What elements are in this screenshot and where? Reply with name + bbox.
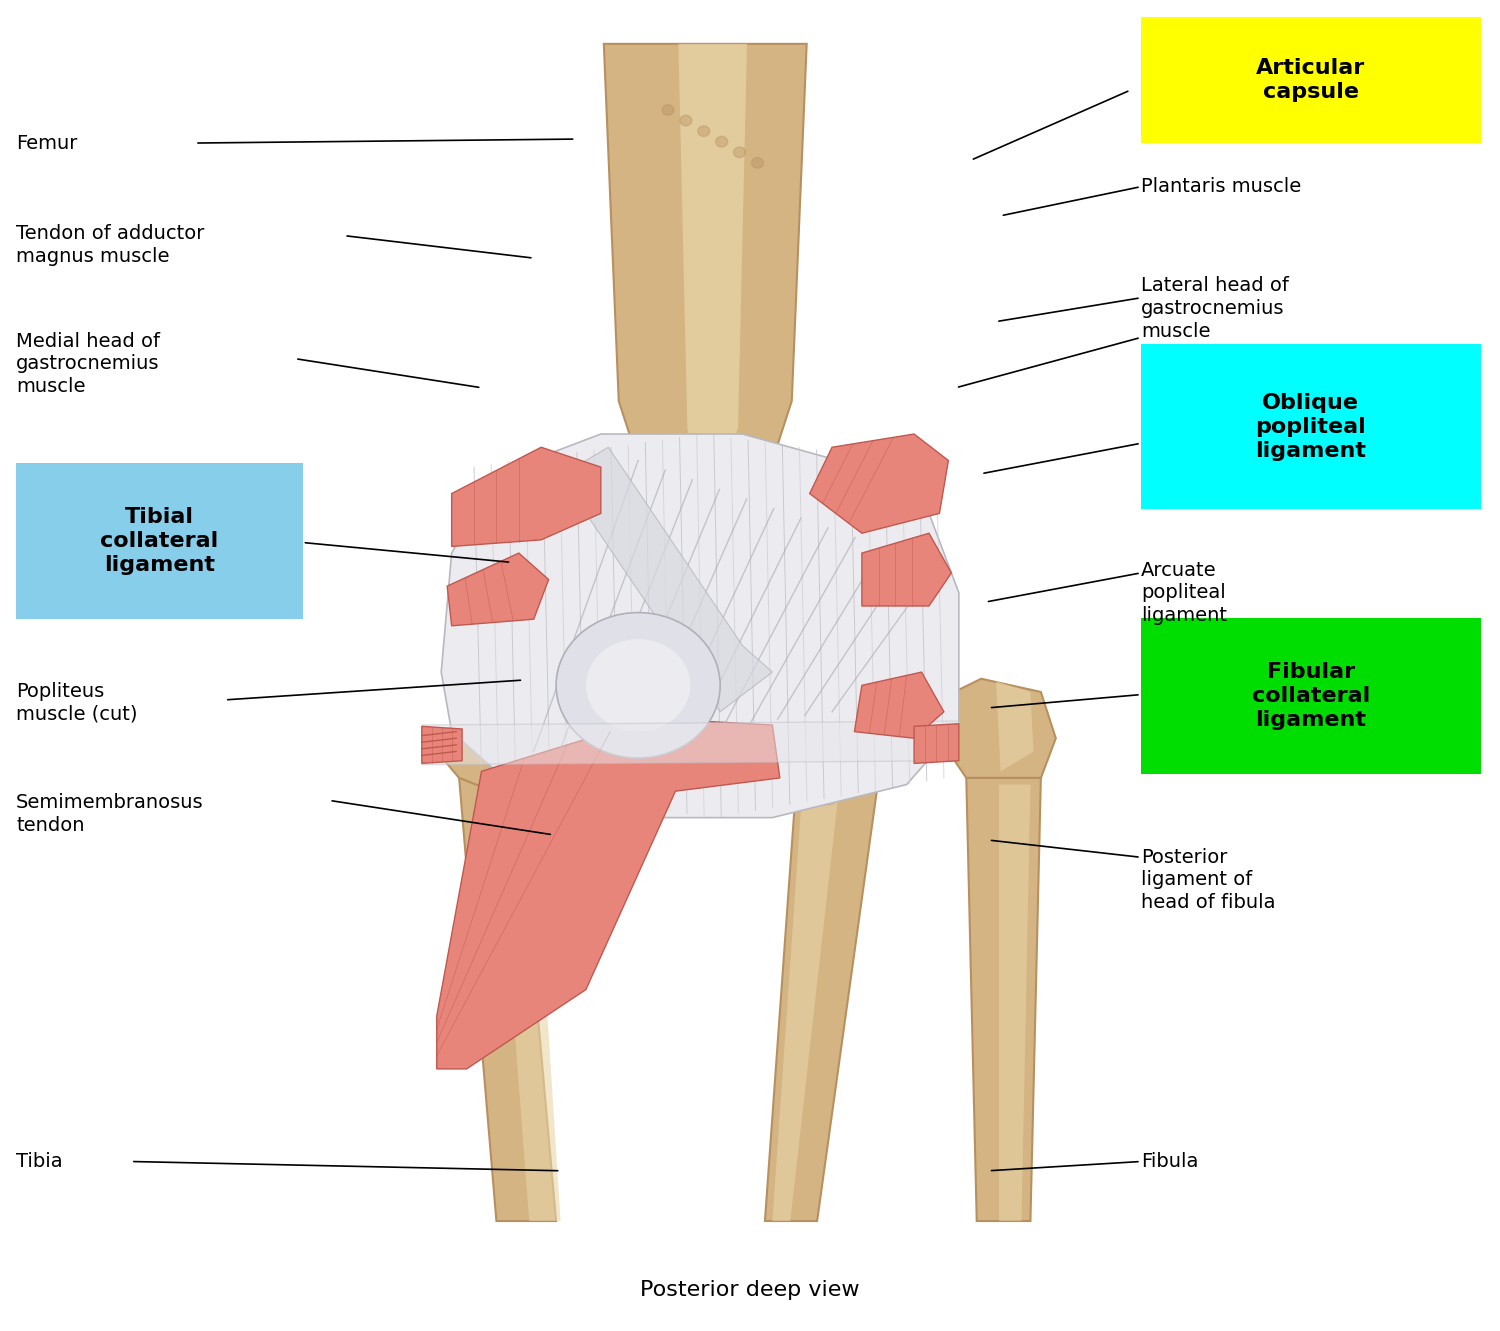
- Circle shape: [752, 157, 764, 168]
- Circle shape: [556, 612, 720, 759]
- Text: Medial head of
gastrocnemius
muscle: Medial head of gastrocnemius muscle: [16, 331, 160, 397]
- FancyBboxPatch shape: [1142, 345, 1480, 510]
- Text: Fibula: Fibula: [1142, 1153, 1198, 1171]
- Polygon shape: [441, 434, 958, 817]
- Text: Semimembranosus
tendon: Semimembranosus tendon: [16, 793, 204, 835]
- Text: Plantaris muscle: Plantaris muscle: [1142, 177, 1300, 196]
- Polygon shape: [452, 447, 602, 547]
- Polygon shape: [855, 672, 944, 739]
- Text: Fibular
collateral
ligament: Fibular collateral ligament: [1251, 662, 1370, 729]
- Polygon shape: [422, 721, 958, 765]
- Polygon shape: [436, 685, 862, 804]
- Circle shape: [662, 105, 674, 116]
- Circle shape: [680, 116, 692, 126]
- Polygon shape: [564, 447, 772, 712]
- Circle shape: [734, 146, 746, 157]
- Polygon shape: [940, 679, 1056, 777]
- Text: Femur: Femur: [16, 133, 78, 153]
- Circle shape: [716, 137, 728, 146]
- Polygon shape: [678, 44, 747, 494]
- Text: Posterior deep view: Posterior deep view: [640, 1280, 860, 1300]
- Polygon shape: [765, 777, 877, 1221]
- Circle shape: [586, 639, 690, 732]
- Text: Tibial
collateral
ligament: Tibial collateral ligament: [100, 507, 219, 575]
- Polygon shape: [609, 692, 788, 732]
- Polygon shape: [999, 784, 1030, 1221]
- Text: Popliteus
muscle (cut): Popliteus muscle (cut): [16, 681, 138, 724]
- Text: Lateral head of
gastrocnemius
muscle: Lateral head of gastrocnemius muscle: [1142, 276, 1288, 341]
- FancyBboxPatch shape: [16, 463, 303, 619]
- Text: Tendon of adductor
magnus muscle: Tendon of adductor magnus muscle: [16, 224, 204, 266]
- Polygon shape: [914, 724, 958, 764]
- Polygon shape: [604, 44, 807, 507]
- Polygon shape: [996, 681, 1033, 771]
- Text: Articular
capsule: Articular capsule: [1256, 59, 1365, 102]
- Text: Arcuate
popliteal
ligament: Arcuate popliteal ligament: [1142, 560, 1227, 626]
- Polygon shape: [496, 791, 561, 1221]
- Polygon shape: [447, 554, 549, 626]
- Polygon shape: [810, 434, 948, 534]
- Polygon shape: [459, 777, 556, 1221]
- Text: Posterior
ligament of
head of fibula: Posterior ligament of head of fibula: [1142, 848, 1275, 912]
- FancyBboxPatch shape: [1142, 618, 1480, 773]
- Polygon shape: [862, 534, 951, 606]
- FancyBboxPatch shape: [1142, 17, 1480, 142]
- Circle shape: [698, 126, 709, 137]
- Polygon shape: [966, 777, 1041, 1221]
- Polygon shape: [436, 719, 780, 1069]
- Polygon shape: [422, 727, 462, 764]
- Text: Oblique
popliteal
ligament: Oblique popliteal ligament: [1256, 393, 1366, 461]
- Polygon shape: [772, 784, 840, 1221]
- Text: Tibia: Tibia: [16, 1153, 63, 1171]
